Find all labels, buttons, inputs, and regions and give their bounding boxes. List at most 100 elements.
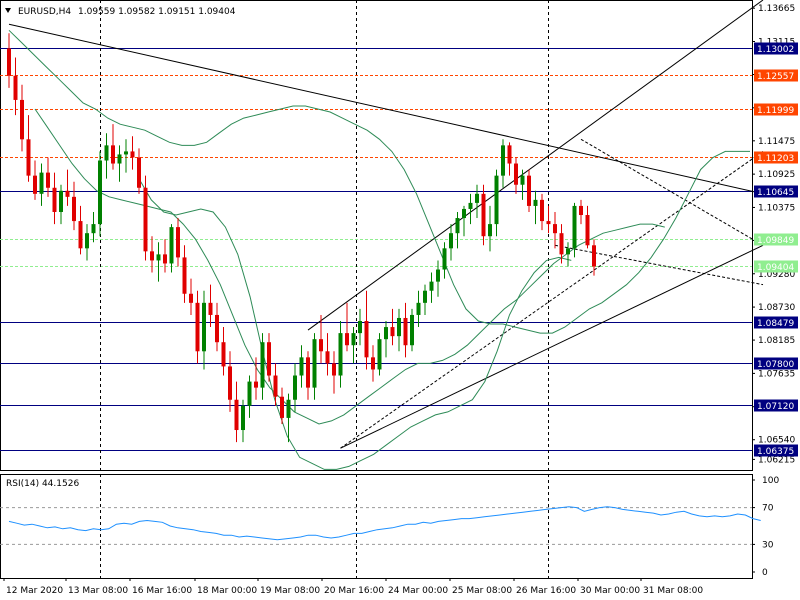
bear-candle [176, 218, 180, 267]
candle-body [501, 145, 505, 176]
support-level-tag [754, 444, 798, 457]
bull-candle [488, 205, 492, 252]
candle-body [449, 233, 453, 249]
candle-body [455, 218, 460, 234]
support-level-tag-text: 1.13002 [757, 45, 794, 55]
candle-body [338, 333, 343, 376]
resistance-level-tag [754, 69, 798, 82]
candle-body [91, 224, 96, 234]
candle-body [150, 251, 154, 261]
candle-body [468, 202, 473, 209]
candle-body [585, 215, 590, 246]
bear-candle [546, 205, 551, 234]
bear-candle [267, 333, 271, 382]
resistance-level-tag-text: 1.11999 [757, 106, 794, 116]
candle-body [273, 375, 278, 397]
bear-candle [514, 157, 518, 194]
candle-body [371, 357, 375, 370]
bear-candle [254, 357, 258, 400]
candle-body [299, 357, 304, 376]
candle-body [111, 145, 115, 164]
time-tick-label: 12 Mar 2020 [6, 586, 63, 596]
candle-body [332, 363, 336, 376]
candle-body [546, 221, 551, 225]
bull-candle [462, 205, 466, 237]
candle-body [85, 233, 89, 249]
bull-candle [566, 242, 570, 267]
candle-body [228, 366, 232, 400]
bear-candle [52, 172, 57, 225]
time-axis: 12 Mar 2020 13 Mar 08:00 16 Mar 16:00 18 Ma… [3, 578, 703, 596]
price-tick-label: 1.06215 [758, 455, 795, 465]
rsi-tick-label: 70 [762, 504, 774, 514]
bear-candle [371, 345, 375, 382]
ma-middle-line [34, 108, 665, 425]
bull-candle [423, 284, 427, 315]
candle-body [540, 199, 544, 222]
bull-candle [468, 193, 473, 225]
bull-candle [169, 224, 174, 273]
candle-body [221, 342, 226, 367]
candle-body [286, 399, 291, 418]
candle-body [390, 327, 395, 337]
resistance-level-tag-text: 1.12557 [757, 72, 794, 82]
bull-candle [429, 272, 434, 303]
support-level-tag [754, 185, 798, 198]
bear-candle [579, 199, 583, 225]
bear-candle [130, 136, 135, 170]
support-level-tag-text: 1.07120 [757, 402, 794, 412]
bull-candle [449, 224, 453, 261]
bull-candle [156, 242, 161, 282]
resistance-level-tag [754, 103, 798, 116]
bull-candle [501, 139, 505, 188]
bull-candle [384, 321, 388, 358]
candle-body [579, 205, 583, 216]
time-tick-label: 24 Mar 00:00 [388, 586, 448, 596]
plot-frame [0, 0, 753, 579]
bull-candle [533, 190, 538, 225]
bull-candle [293, 363, 297, 412]
bear-candle [319, 314, 323, 364]
price-tick-label: 1.08730 [758, 303, 795, 313]
candle-body [397, 317, 401, 337]
candle-body [267, 342, 271, 376]
candle-body [46, 172, 50, 188]
bear-candle [208, 284, 213, 328]
time-tick-label: 20 Mar 16:00 [324, 586, 384, 596]
bull-candle [442, 242, 447, 279]
candle-body [254, 381, 258, 388]
candle-body [163, 254, 167, 264]
support-level-tag-text: 1.08479 [757, 319, 794, 329]
candle-body [442, 248, 447, 270]
rsi-tick-label: 30 [762, 540, 774, 550]
bull-candle [117, 145, 122, 182]
trendlines [8, 0, 764, 449]
bear-candle [559, 224, 564, 264]
menu-triangle-icon[interactable] [5, 8, 11, 13]
bear-candle [7, 33, 11, 88]
price-tick-label: 1.08185 [758, 336, 795, 346]
moving-average-bands [8, 29, 750, 470]
bear-candle [65, 169, 70, 206]
bear-candle [182, 245, 187, 303]
ma-upper-band [8, 29, 750, 334]
resistance-level-tag [754, 151, 798, 164]
candle-body [234, 399, 239, 431]
support-level-tag [754, 316, 798, 329]
support-level-tag [754, 399, 798, 412]
candle-body [98, 160, 102, 225]
candle-body [462, 208, 466, 219]
bear-candle [26, 115, 31, 182]
candle-body [169, 227, 174, 264]
candle-body [488, 224, 492, 237]
candle-body [13, 75, 18, 100]
bull-candle [299, 345, 304, 388]
candle-body [26, 139, 31, 176]
bear-candle [592, 239, 596, 276]
price-tick-label: 1.11475 [758, 137, 795, 147]
candle-body [592, 245, 596, 267]
ma-lower-band [138, 178, 572, 470]
candle-body [306, 357, 310, 388]
bull-candle [59, 184, 63, 225]
